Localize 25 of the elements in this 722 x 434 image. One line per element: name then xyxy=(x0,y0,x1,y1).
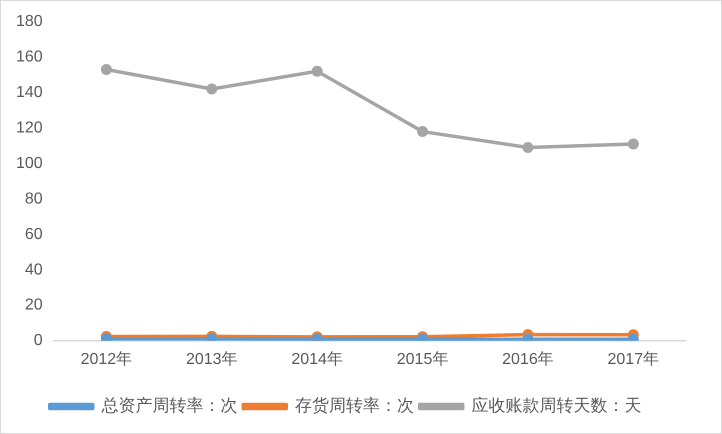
y-tick-label: 60 xyxy=(24,226,43,243)
point xyxy=(206,83,218,94)
y-tick-label: 40 xyxy=(24,261,43,278)
point xyxy=(100,64,112,75)
y-tick-label: 160 xyxy=(16,48,43,66)
y-tick-label: 140 xyxy=(16,84,43,101)
y-tick-label: 180 xyxy=(16,13,43,30)
point xyxy=(312,66,323,77)
x-tick-label: 2014年 xyxy=(291,350,343,368)
y-tick-label: 0 xyxy=(34,332,43,350)
point xyxy=(417,126,428,138)
legend-label: 应收账款周转天数：天 xyxy=(471,396,642,415)
y-tick-label: 80 xyxy=(24,190,43,208)
y-tick-label: 120 xyxy=(16,119,43,136)
x-tick-label: 2012年 xyxy=(80,350,132,368)
x-tick-label: 2016年 xyxy=(502,350,554,368)
y-tick-label: 100 xyxy=(16,154,43,172)
x-tick-label: 2013年 xyxy=(186,350,238,368)
x-tick-label: 2015年 xyxy=(396,350,448,368)
legend-label: 存货周转率：次 xyxy=(294,396,414,415)
y-tick-label: 20 xyxy=(24,296,43,314)
legend-label: 总资产周转率：次 xyxy=(100,396,238,415)
x-tick-label: 2017年 xyxy=(608,350,660,368)
point xyxy=(628,138,639,150)
point xyxy=(522,142,534,154)
